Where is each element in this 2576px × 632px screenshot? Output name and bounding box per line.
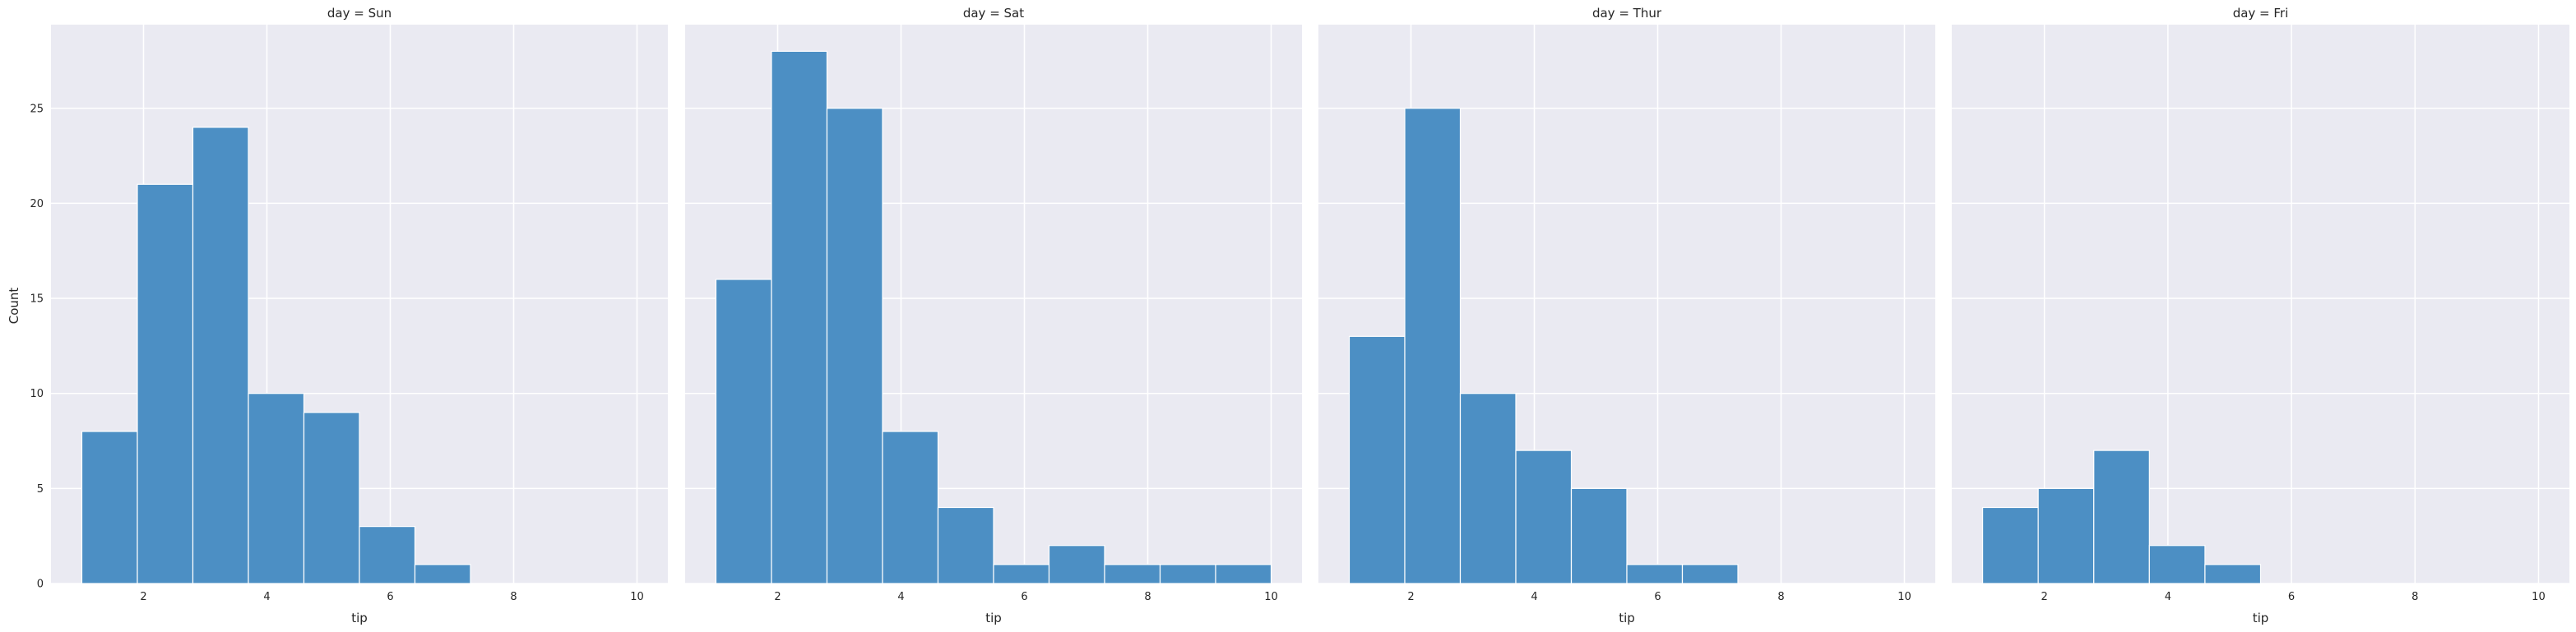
histogram-bar <box>137 183 194 584</box>
x-tick-label: 6 <box>387 591 393 603</box>
y-tick-label: 20 <box>30 198 44 210</box>
y-tick-label: 25 <box>30 103 44 115</box>
x-tick-label: 4 <box>2165 591 2171 603</box>
facet-title: day = Sun <box>327 6 391 21</box>
histogram-bar <box>2037 487 2095 584</box>
x-tick-label: 8 <box>1777 591 1784 603</box>
histogram-bar <box>1048 545 1105 584</box>
histogram-bar <box>414 564 471 584</box>
histogram-bar <box>2148 545 2206 584</box>
x-tick-label: 2 <box>1407 591 1414 603</box>
x-tick-label: 10 <box>2532 591 2546 603</box>
histogram-bar <box>1215 564 1272 584</box>
x-tick-label: 2 <box>140 591 146 603</box>
x-tick-label: 10 <box>1264 591 1278 603</box>
x-tick-label: 2 <box>2041 591 2048 603</box>
facet-title: day = Fri <box>2233 6 2289 21</box>
histogram-bar <box>248 393 305 584</box>
x-axis-label: tip <box>351 611 368 625</box>
x-axis-label: tip <box>2253 611 2269 625</box>
x-tick-label: 8 <box>510 591 517 603</box>
y-tick-label: 15 <box>30 293 44 306</box>
histogram-bar <box>1104 564 1161 584</box>
x-tick-label: 4 <box>1531 591 1537 603</box>
histogram-bar <box>715 279 772 584</box>
histogram-bar <box>1459 393 1517 584</box>
facet-title: day = Sat <box>963 6 1024 21</box>
histogram-bar <box>1348 335 1406 584</box>
histogram-bar <box>993 564 1050 584</box>
histogram-bar <box>1159 564 1216 584</box>
histogram-bar <box>882 431 939 584</box>
x-tick-label: 10 <box>630 591 644 603</box>
histogram-bar <box>1515 450 1573 584</box>
facet-title: day = Thur <box>1592 6 1662 21</box>
histogram-bar <box>192 127 249 584</box>
x-tick-label: 8 <box>1144 591 1151 603</box>
histogram-bar <box>2204 564 2262 584</box>
x-tick-label: 10 <box>1897 591 1911 603</box>
histogram-bar <box>771 50 828 584</box>
y-tick-label: 5 <box>37 483 44 496</box>
x-tick-label: 4 <box>897 591 904 603</box>
facet-panel: day = Sat 2 4 6 8 10 tip <box>685 6 1302 625</box>
histogram-bar <box>1626 564 1684 584</box>
x-tick-label: 8 <box>2412 591 2418 603</box>
x-tick-label: 6 <box>1654 591 1661 603</box>
histogram-bar <box>1570 487 1628 584</box>
histogram-bar <box>2093 450 2150 584</box>
histogram-bar <box>303 412 360 584</box>
y-tick-label: 0 <box>37 579 44 591</box>
x-axis-label: tip <box>985 611 1002 625</box>
histogram-bar <box>1981 506 2039 584</box>
histogram-bar <box>359 526 416 584</box>
facet-panel: day = Thur 2 4 6 8 10 tip <box>1318 6 1935 625</box>
x-tick-label: 6 <box>1021 591 1027 603</box>
x-axis-label: tip <box>1619 611 1635 625</box>
facet-panel: day = Sun 2 4 6 8 10 tip 0 5 10 15 20 25 <box>30 6 668 625</box>
x-tick-label: 4 <box>263 591 270 603</box>
histogram-bar <box>937 506 994 584</box>
y-tick-label: 10 <box>30 388 44 400</box>
facet-panel: day = Fri 2 4 6 8 10 tip <box>1952 6 2569 625</box>
x-tick-label: 6 <box>2288 591 2295 603</box>
y-axis-label: Count <box>7 288 21 325</box>
histogram-bar <box>826 108 883 584</box>
histogram-bar <box>81 431 138 584</box>
histogram-bar <box>1404 108 1462 584</box>
histogram-bar <box>1681 564 1739 584</box>
x-tick-label: 2 <box>774 591 781 603</box>
